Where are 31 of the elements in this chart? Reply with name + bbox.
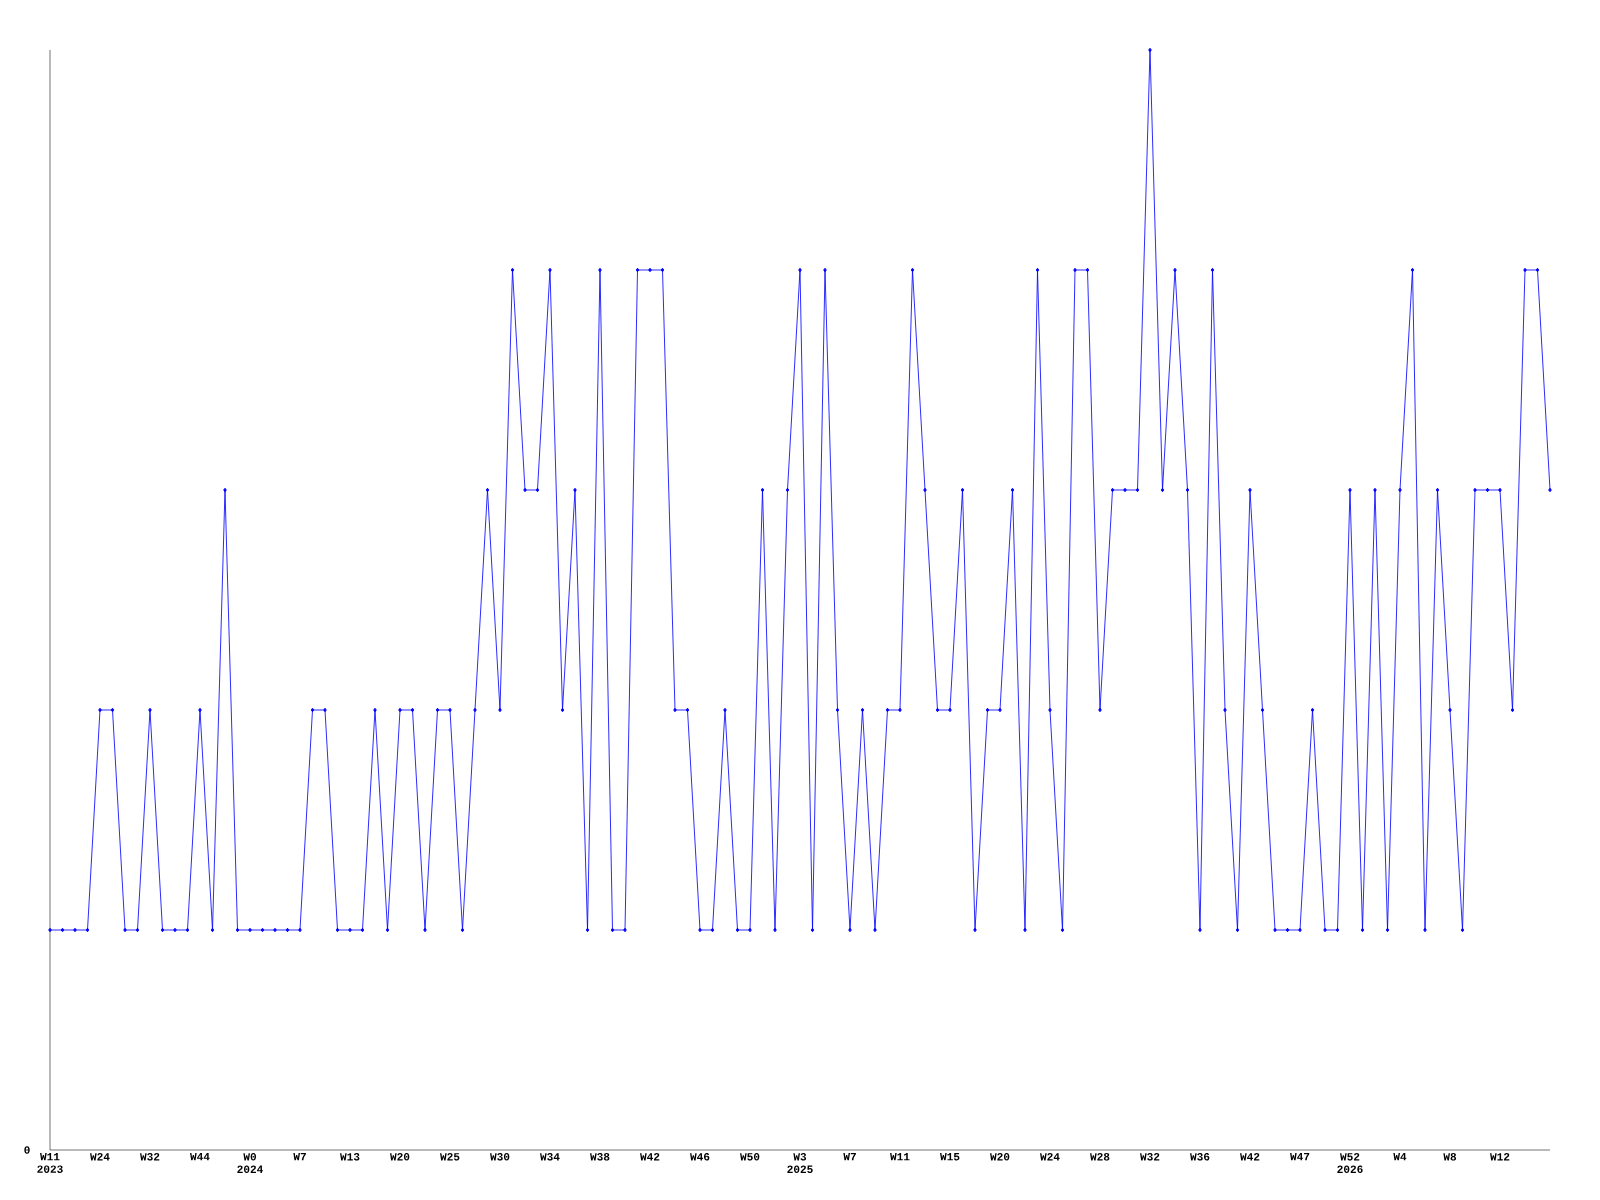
- x-tick-label: W36: [1190, 1153, 1210, 1161]
- x-tick-label: W32: [140, 1153, 160, 1161]
- x-tick-label: W8: [1443, 1153, 1457, 1161]
- x-tick-label: W47: [1290, 1153, 1310, 1161]
- x-tick-label: W4: [1393, 1153, 1407, 1161]
- x-tick-label: W24: [1040, 1153, 1060, 1161]
- x-tick-label: W32: [1140, 1153, 1160, 1161]
- x-tick-label: W44: [190, 1153, 210, 1161]
- x-tick-label: W7: [843, 1153, 856, 1161]
- x-tick-label: W0 2024: [237, 1153, 263, 1174]
- x-tick-label: W50: [740, 1153, 760, 1161]
- text: 0: [24, 1146, 30, 1154]
- x-tick-label: W52 2026: [1337, 1153, 1363, 1174]
- x-tick-label: W46: [690, 1153, 710, 1161]
- x-tick-label: W20: [390, 1153, 410, 1161]
- x-tick-label: W38: [590, 1153, 610, 1161]
- x-tick-label: W11 2023: [37, 1153, 63, 1173]
- x-tick-label: W24: [90, 1153, 110, 1161]
- x-tick-label: W7: [293, 1153, 306, 1161]
- x-tick-label: W15: [940, 1153, 960, 1161]
- x-tick-label: W11: [890, 1153, 910, 1161]
- x-tick-label: W28: [1090, 1153, 1110, 1161]
- x-tick-label: W42: [1240, 1153, 1260, 1161]
- x-tick-label: W42: [640, 1153, 660, 1161]
- x-tick-label: W12: [1490, 1153, 1510, 1161]
- x-tick-label: W3 2025: [787, 1153, 813, 1174]
- x-tick-label: W20: [990, 1153, 1010, 1161]
- x-tick-label: W13: [340, 1153, 360, 1161]
- x-tick-label: W34: [540, 1153, 560, 1161]
- x-tick-label: W30: [490, 1153, 510, 1161]
- x-tick-label: W25: [440, 1153, 460, 1161]
